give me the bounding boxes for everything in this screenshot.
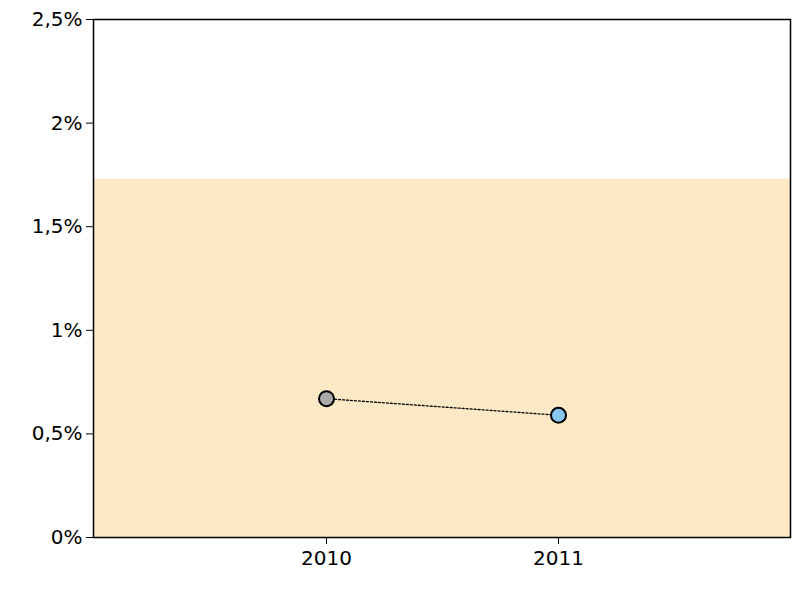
svg-text:1,5%: 1,5% <box>32 214 83 238</box>
svg-text:2010: 2010 <box>301 546 352 570</box>
svg-text:2%: 2% <box>51 111 83 135</box>
svg-text:1%: 1% <box>51 318 83 342</box>
svg-text:2,5%: 2,5% <box>32 7 83 31</box>
svg-text:0,5%: 0,5% <box>32 421 83 445</box>
svg-text:2011: 2011 <box>533 546 584 570</box>
svg-text:0%: 0% <box>51 525 83 549</box>
